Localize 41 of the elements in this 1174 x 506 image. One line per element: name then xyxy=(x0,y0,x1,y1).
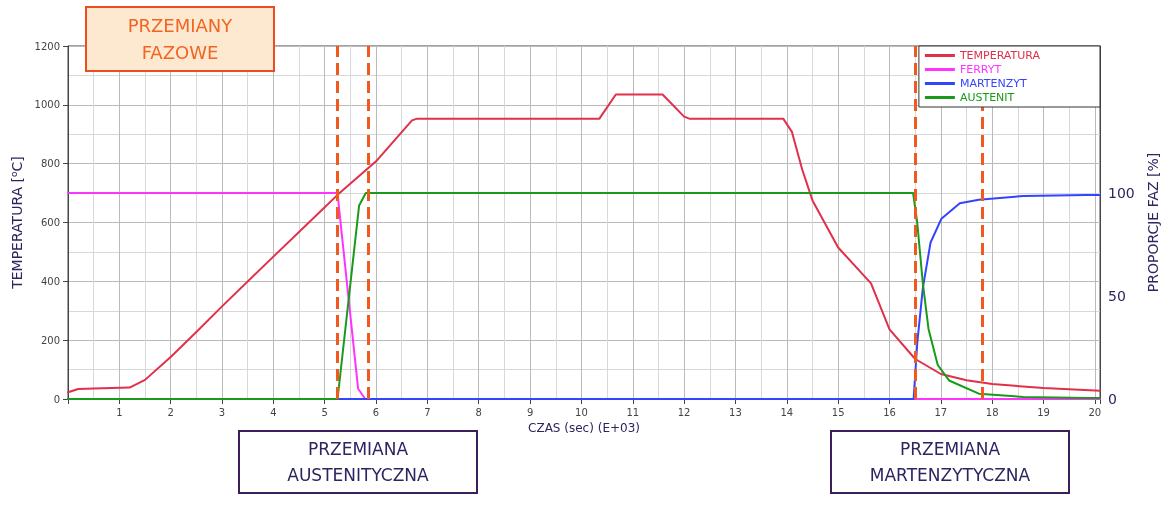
x-tick-label: 17 xyxy=(934,406,948,418)
y-tick-label: 400 xyxy=(40,275,60,287)
y-tick-label: 0 xyxy=(53,393,60,405)
x-tick-label: 18 xyxy=(985,406,999,418)
y-axis-title: TEMPERATURA [oC] xyxy=(8,156,25,290)
y-tick-label: 1200 xyxy=(34,40,60,52)
x-tick-label: 8 xyxy=(475,406,482,418)
x-axis-title: CZAS (sec) (E+03) xyxy=(528,420,640,435)
x-tick-label: 14 xyxy=(780,406,794,418)
x-tick-label: 3 xyxy=(218,406,226,418)
label-box: PRZEMIANY FAZOWE xyxy=(85,6,275,72)
y2-axis-title: PROPORCJE FAZ [%] xyxy=(1145,152,1161,293)
legend-label: TEMPERATURA xyxy=(958,49,1041,62)
x-tick-label: 9 xyxy=(526,406,534,418)
y2-tick-label: 100 xyxy=(1108,185,1135,202)
x-tick-label: 7 xyxy=(424,406,431,418)
x-tick-label: 4 xyxy=(270,406,277,418)
label-box: PRZEMIANA MARTENZYTYCZNA xyxy=(830,430,1070,494)
y-tick-label: 600 xyxy=(40,217,60,228)
x-tick-label: 1 xyxy=(116,406,123,418)
line-series xyxy=(67,93,1101,394)
x-tick-label: 13 xyxy=(729,406,742,418)
x-tick-label: 11 xyxy=(626,406,640,418)
legend-label: AUSTENIT xyxy=(959,91,1015,104)
x-tick-label: 16 xyxy=(883,406,896,418)
y2-tick-label: 50 xyxy=(1108,288,1126,305)
legend-label: FERRYT xyxy=(959,63,1002,76)
x-tick-label: 2 xyxy=(167,406,174,418)
y-tick-label: 200 xyxy=(40,334,60,346)
x-tick-label: 15 xyxy=(831,406,845,418)
x-tick-label: 10 xyxy=(575,406,588,418)
x-tick-label: 19 xyxy=(1037,406,1050,418)
x-tick-label: 20 xyxy=(1088,406,1102,418)
label-box: PRZEMIANA AUSTENITYCZNA xyxy=(238,430,478,494)
x-tick-label: 5 xyxy=(321,406,328,418)
x-tick-label: 12 xyxy=(677,406,691,418)
y2-tick-label: 0 xyxy=(1108,391,1117,407)
y-tick-label: 1000 xyxy=(34,99,60,111)
legend-label: MARTENZYT xyxy=(959,77,1027,90)
y-tick-label: 800 xyxy=(40,158,60,170)
x-tick-label: 6 xyxy=(372,406,380,418)
